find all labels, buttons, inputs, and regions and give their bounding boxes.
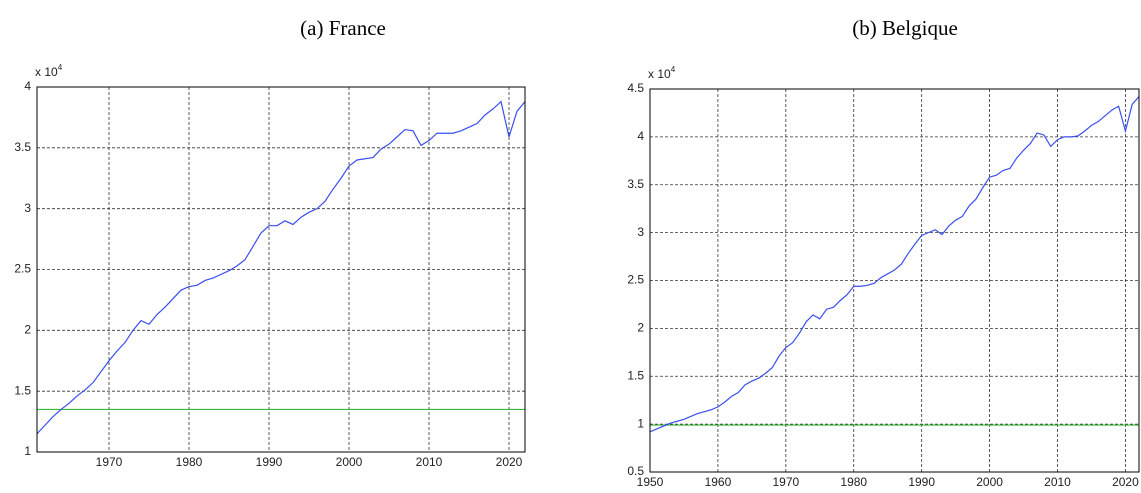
multiplier-exponent: 4: [58, 63, 63, 72]
data-line: [36, 100, 526, 435]
x-tick-label: 1980: [176, 455, 203, 469]
axes-box: [649, 88, 1140, 473]
data-line: [649, 96, 1140, 433]
y-tick-label: 3: [24, 201, 31, 215]
subplot-title: (a) France: [300, 16, 386, 40]
y-tick-label: 2: [24, 323, 31, 337]
x-tick-label: 1970: [772, 475, 799, 489]
y-tick-label: 3.5: [14, 140, 31, 154]
y-multiplier: x 104: [35, 63, 63, 79]
y-tick-label: 0.5: [627, 464, 644, 478]
y-multiplier: x 104: [648, 65, 676, 81]
x-tick-label: 1960: [705, 475, 732, 489]
multiplier-base: x 10: [35, 65, 58, 79]
y-tick-label: 3: [637, 225, 644, 239]
y-tick-label: 4: [637, 129, 644, 143]
y-tick-label: 4: [24, 79, 31, 93]
subplot-title: (b) Belgique: [852, 16, 958, 40]
y-tick-label: 2.5: [14, 262, 31, 276]
x-tick-label: 1990: [908, 475, 935, 489]
x-tick-label: 2010: [1044, 475, 1071, 489]
x-tick-label: 2010: [416, 455, 443, 469]
x-tick-label: 1970: [96, 455, 123, 469]
y-tick-label: 1: [24, 444, 31, 458]
y-tick-label: 3.5: [627, 177, 644, 191]
multiplier-exponent: 4: [671, 65, 676, 74]
y-tick-label: 1.5: [627, 368, 644, 382]
x-tick-label: 2020: [496, 455, 523, 469]
y-tick-label: 2.5: [627, 273, 644, 287]
x-tick-label: 1950: [637, 475, 664, 489]
y-tick-label: 4.5: [627, 81, 644, 95]
x-tick-label: 1990: [256, 455, 283, 469]
x-tick-label: 2020: [1112, 475, 1139, 489]
x-tick-label: 1980: [840, 475, 867, 489]
multiplier-base: x 10: [648, 67, 671, 81]
x-tick-label: 2000: [336, 455, 363, 469]
axes-box: [36, 86, 526, 453]
x-tick-label: 2000: [976, 475, 1003, 489]
y-tick-label: 2: [637, 321, 644, 335]
y-tick-label: 1.5: [14, 383, 31, 397]
y-tick-label: 1: [637, 416, 644, 430]
